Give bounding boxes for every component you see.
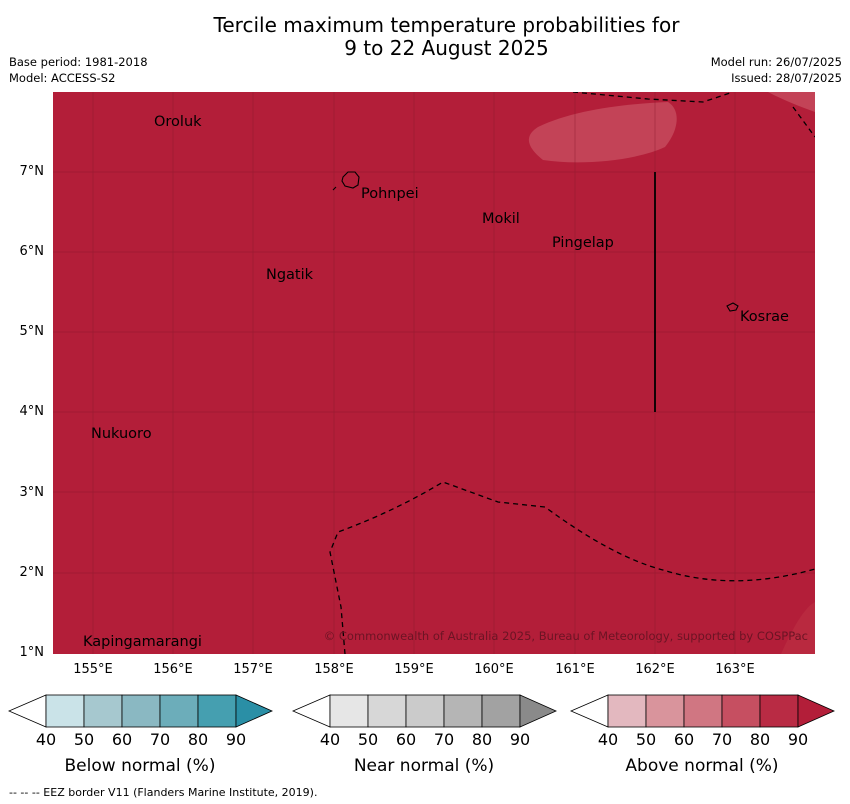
above-tick-90: 90 (787, 730, 809, 749)
place-labels: Oroluk Pohnpei Mokil Pingelap Ngatik Kos… (83, 114, 789, 650)
lat-label-6n: 6°N (19, 244, 45, 259)
lat-label-7n: 7°N (19, 164, 45, 179)
below-tick-70: 70 (149, 730, 171, 749)
above-normal-colorbar (570, 694, 835, 728)
place-label-nukuoro: Nukuoro (91, 426, 152, 442)
above-normal-80-90-region (53, 92, 815, 654)
near-tick-60: 60 (395, 730, 417, 749)
lon-label-156e: 156°E (153, 662, 193, 677)
title-line-2: 9 to 22 August 2025 (344, 36, 549, 60)
place-label-mokil: Mokil (482, 211, 520, 227)
ant-atoll-mark (332, 186, 337, 191)
near-tick-50: 50 (357, 730, 379, 749)
place-label-ngatik: Ngatik (266, 267, 314, 283)
below-tick-60: 60 (111, 730, 133, 749)
place-label-oroluk: Oroluk (154, 114, 202, 130)
lon-label-161e: 161°E (555, 662, 595, 677)
above-tick-40: 40 (597, 730, 619, 749)
lon-label-157e: 157°E (233, 662, 273, 677)
map-panel: Oroluk Pohnpei Mokil Pingelap Ngatik Kos… (53, 92, 815, 654)
lat-label-3n: 3°N (19, 485, 45, 500)
below-tick-50: 50 (73, 730, 95, 749)
pohnpei-island-outline (341, 171, 360, 189)
place-label-kapingamarangi: Kapingamarangi (83, 634, 202, 650)
model-text: Model: ACCESS-S2 (9, 71, 116, 85)
lon-label-158e: 158°E (314, 662, 354, 677)
above-normal-70-80-region-northeast (768, 92, 815, 112)
issued-text: Issued: 28/07/2025 (731, 71, 842, 85)
base-period-text: Base period: 1981-2018 (9, 55, 148, 69)
lon-label-162e: 162°E (635, 662, 675, 677)
place-label-pingelap: Pingelap (552, 235, 614, 251)
eez-footnote: -- -- -- EEZ border V11 (Flanders Marine… (9, 786, 318, 799)
lat-label-2n: 2°N (19, 565, 45, 580)
above-normal-70-80-region-north (528, 102, 677, 163)
title-line-1: Tercile maximum temperature probabilitie… (213, 13, 680, 37)
below-normal-label: Below normal (%) (64, 756, 216, 776)
above-tick-80: 80 (749, 730, 771, 749)
lon-label-163e: 163°E (715, 662, 755, 677)
eez-borders (329, 92, 815, 654)
near-tick-70: 70 (433, 730, 455, 749)
near-normal-colorbar (292, 694, 557, 728)
above-tick-70: 70 (711, 730, 733, 749)
model-run-text: Model run: 26/07/2025 (710, 55, 842, 69)
map-title: Tercile maximum temperature probabilitie… (0, 14, 850, 60)
below-tick-80: 80 (187, 730, 209, 749)
below-normal-colorbar (8, 694, 273, 728)
above-tick-60: 60 (673, 730, 695, 749)
meta-left: Base period: 1981-2018 Model: ACCESS-S2 (9, 54, 148, 86)
island-outlines (332, 171, 739, 312)
lat-label-5n: 5°N (19, 324, 45, 339)
near-normal-label: Near normal (%) (353, 756, 495, 776)
place-label-kosrae: Kosrae (740, 309, 789, 325)
above-normal-label: Above normal (%) (625, 756, 779, 776)
below-tick-90: 90 (225, 730, 247, 749)
near-tick-80: 80 (471, 730, 493, 749)
grid-lines (53, 92, 815, 654)
place-label-pohnpei: Pohnpei (361, 186, 419, 202)
lon-label-159e: 159°E (394, 662, 434, 677)
meta-right: Model run: 26/07/2025 Issued: 28/07/2025 (711, 54, 842, 86)
below-tick-40: 40 (35, 730, 57, 749)
above-tick-50: 50 (635, 730, 657, 749)
lat-label-4n: 4°N (19, 404, 45, 419)
lon-label-155e: 155°E (73, 662, 113, 677)
near-tick-40: 40 (319, 730, 341, 749)
copyright-notice: © Commonwealth of Australia 2025, Bureau… (324, 629, 808, 643)
near-tick-90: 90 (509, 730, 531, 749)
lon-label-160e: 160°E (474, 662, 514, 677)
lat-label-1n: 1°N (19, 645, 45, 660)
above-normal-70-80-region-southeast (781, 602, 815, 654)
kosrae-island-outline (726, 302, 739, 312)
